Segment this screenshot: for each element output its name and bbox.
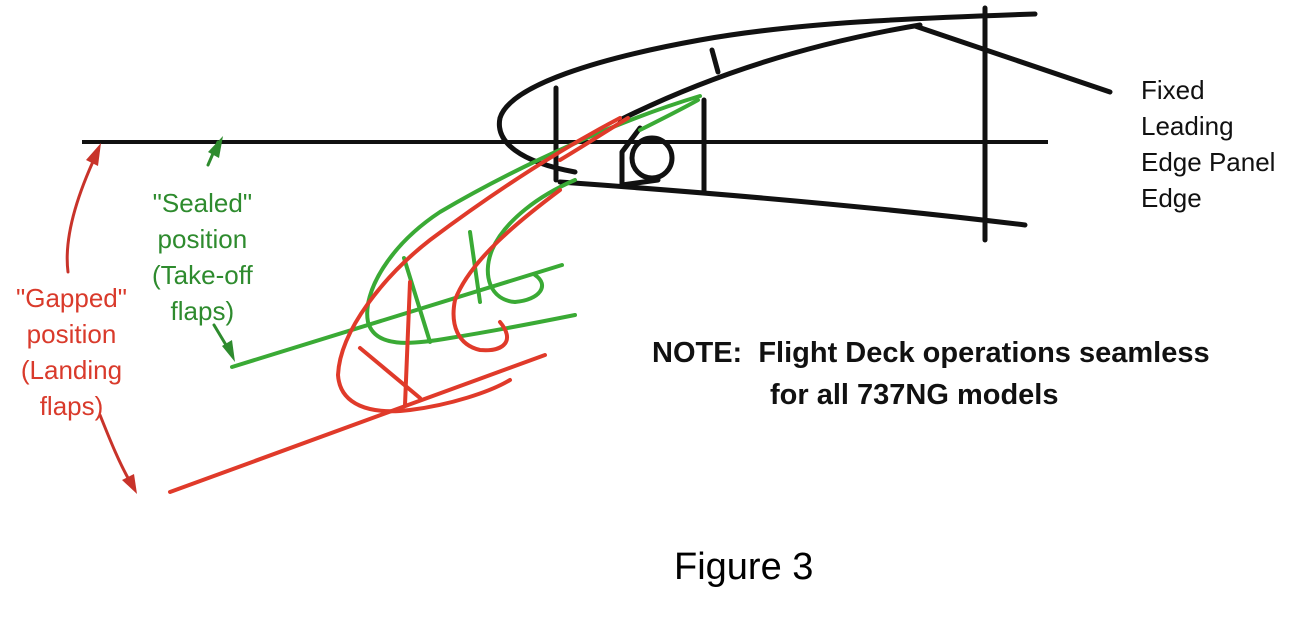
wing-upper-surface xyxy=(496,11,1038,175)
gapped-arrowhead-bottom xyxy=(122,474,137,494)
fixed-panel-label-line: Edge xyxy=(1141,183,1202,213)
gapped-label-line: flaps) xyxy=(39,391,104,421)
sealed-arrowhead-bottom xyxy=(222,340,235,362)
sealed-slat-inner xyxy=(485,178,577,304)
fixed-wing-structure xyxy=(496,5,1113,243)
fixed-panel-label: Fixed Leading Edge Panel Edge xyxy=(1141,72,1275,216)
wing-lower-surface xyxy=(557,179,1028,228)
sealed-arrowhead-top xyxy=(208,136,223,158)
sealed-label-line: (Take-off xyxy=(152,260,253,290)
wing-inner-contour xyxy=(617,22,923,123)
fixed-panel-leader xyxy=(912,23,1113,95)
fixed-panel-label-line: Leading xyxy=(1141,111,1234,141)
sealed-label-line: "Sealed" xyxy=(152,188,253,218)
sealed-slat xyxy=(230,94,702,369)
sealed-slat-chord xyxy=(230,263,564,369)
gapped-slat-track xyxy=(558,116,630,162)
actuator-bracket xyxy=(619,125,661,188)
gapped-slat xyxy=(168,116,630,494)
gapped-arrowhead-top xyxy=(86,143,101,166)
note-line-2: for all 737NG models xyxy=(770,379,1059,411)
sealed-position-label: "Sealed" position (Take-off flaps) xyxy=(152,185,253,329)
gapped-slat-rib-2 xyxy=(403,280,412,407)
gapped-slat-inner xyxy=(451,188,562,353)
actuator-pivot xyxy=(629,135,675,181)
spar-line-3 xyxy=(709,47,721,75)
sealed-label-line: position xyxy=(157,224,248,254)
gapped-angle-arrow xyxy=(65,143,137,494)
sealed-angle-arrow xyxy=(206,136,235,362)
gapped-position-label: "Gapped" position (Landing flaps) xyxy=(16,280,127,424)
gapped-label-line: "Gapped" xyxy=(16,283,127,313)
sealed-slat-track xyxy=(638,98,700,132)
note-line-1: NOTE: Flight Deck operations seamless xyxy=(652,337,1210,369)
figure-caption: Figure 3 xyxy=(674,546,814,588)
fixed-panel-label-line: Fixed xyxy=(1141,75,1205,105)
gapped-slat-upper xyxy=(336,116,622,414)
fixed-panel-label-line: Edge Panel xyxy=(1141,147,1276,177)
sealed-slat-rib-1 xyxy=(402,256,432,344)
gapped-slat-chord xyxy=(168,353,547,494)
gapped-label-line: (Landing xyxy=(20,355,123,385)
sealed-label-line: flaps) xyxy=(170,296,235,326)
gapped-label-line: position xyxy=(26,319,117,349)
gapped-slat-rib-1 xyxy=(358,346,422,400)
